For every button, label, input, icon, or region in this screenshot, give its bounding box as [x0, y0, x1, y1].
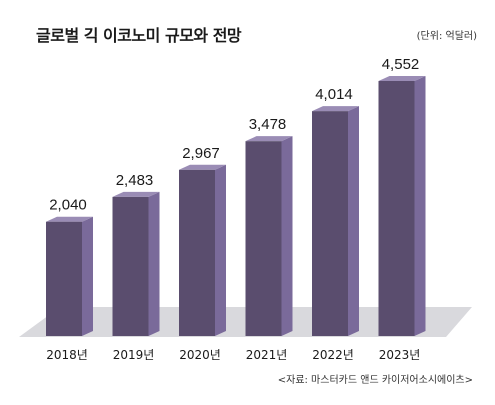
- bar-value-label: 4,014: [315, 86, 353, 103]
- x-tick-label: 2021년: [246, 348, 288, 362]
- bar-front: [378, 81, 415, 336]
- bar-side: [348, 106, 359, 336]
- bar-top: [179, 164, 226, 170]
- bar-top: [312, 106, 359, 112]
- chart-title: 글로벌 긱 이코노미 규모와 전망: [36, 26, 242, 45]
- category-labels-group: 2018년 2019년 2020년 2021년 2022년 2023년: [46, 348, 420, 362]
- bar-value-label: 4,552: [382, 56, 420, 73]
- bar-side: [215, 164, 226, 336]
- bar-front: [179, 169, 215, 336]
- value-labels-group: 2,040 2,483 2,967 3,478 4,014 4,552: [49, 56, 419, 214]
- bar-value-label: 3,478: [249, 116, 287, 133]
- bar-top: [245, 136, 293, 142]
- x-tick-label: 2019년: [113, 348, 155, 362]
- bar-top: [378, 76, 426, 81]
- x-tick-label: 2018년: [46, 348, 88, 362]
- bar-front: [312, 111, 348, 336]
- bar-value-label: 2,040: [49, 197, 87, 214]
- bar-side: [414, 76, 426, 336]
- bars-group: [46, 76, 426, 336]
- bar: [378, 76, 426, 336]
- bar-side: [281, 136, 293, 336]
- x-tick-label: 2022년: [312, 348, 354, 362]
- bar: [46, 216, 93, 336]
- bar-front: [46, 221, 82, 336]
- bar-front: [245, 141, 282, 336]
- unit-label: (단위: 억달러): [416, 31, 477, 42]
- bar: [245, 136, 293, 336]
- bar: [179, 164, 226, 336]
- bar-top: [46, 216, 93, 222]
- bar-side: [82, 216, 93, 336]
- bar-front: [112, 196, 149, 336]
- bar: [112, 191, 160, 336]
- source-note: <자료: 마스터카드 앤드 카이저어소시에이츠>: [277, 375, 473, 386]
- bar-side: [148, 191, 160, 336]
- bar-value-label: 2,483: [116, 172, 154, 189]
- x-tick-label: 2023년: [379, 348, 421, 362]
- bar-value-label: 2,967: [182, 145, 220, 162]
- x-tick-label: 2020년: [179, 348, 221, 362]
- bar-top: [112, 191, 160, 197]
- bar: [312, 106, 359, 336]
